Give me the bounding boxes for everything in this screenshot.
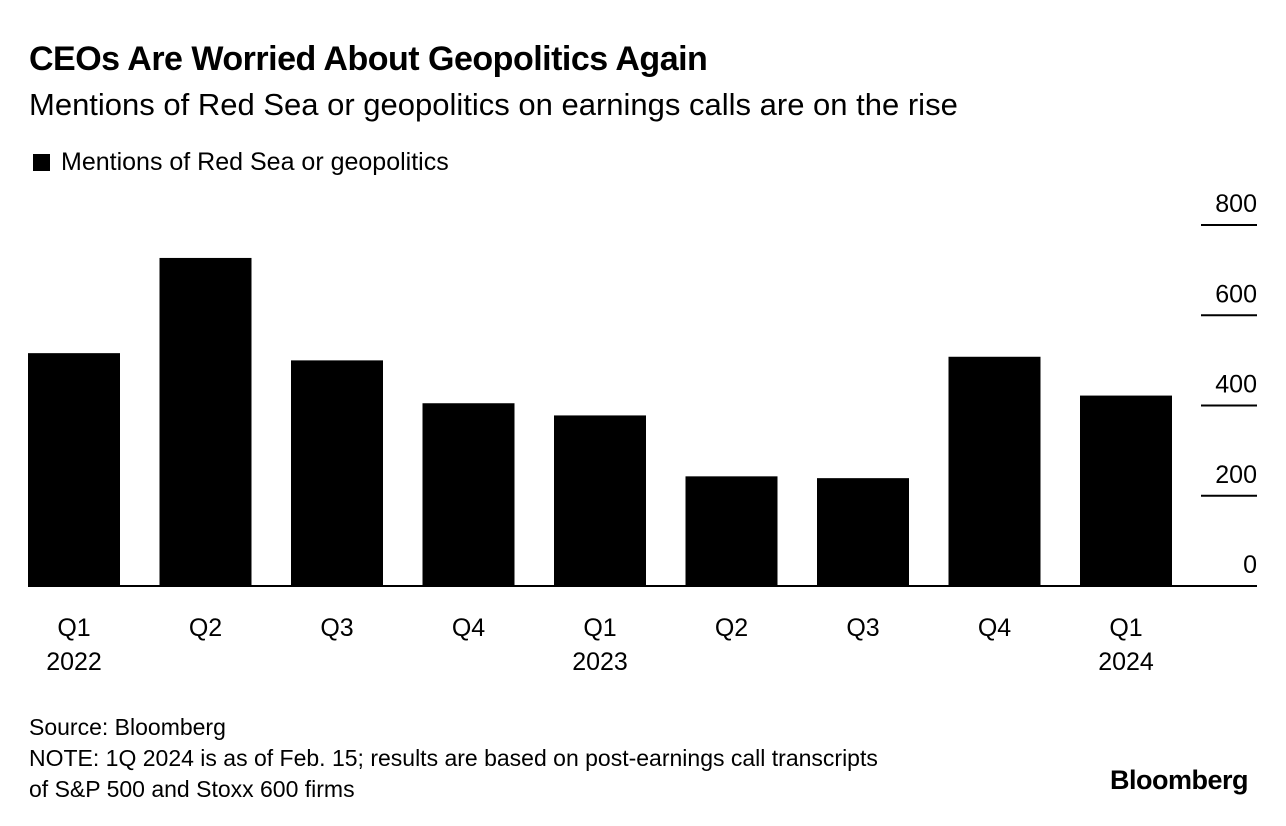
legend: Mentions of Red Sea or geopolitics bbox=[33, 148, 449, 177]
x-axis: Q1 2022 Q2 Q3 Q4 Q1 2023 Q2 Q3 Q4 Q1 2024 bbox=[28, 585, 1257, 676]
y-tick-label-600: 600 bbox=[1215, 280, 1257, 308]
bar-2 bbox=[159, 257, 252, 586]
note-line-2: of S&P 500 and Stoxx 600 firms bbox=[29, 776, 355, 802]
footer: Source: Bloomberg NOTE: 1Q 2024 is as of… bbox=[29, 712, 878, 805]
y-tick-label-400: 400 bbox=[1215, 371, 1257, 399]
x-tick-label-9: Q1 bbox=[1109, 614, 1142, 642]
bloomberg-logo: Bloomberg bbox=[1109, 765, 1249, 795]
x-tick-label-4: Q4 bbox=[452, 614, 485, 642]
bar-8 bbox=[948, 356, 1041, 586]
x-tick-label-1: Q1 bbox=[57, 614, 90, 642]
bar-9 bbox=[1080, 395, 1172, 586]
y-tick-label-0: 0 bbox=[1243, 551, 1257, 579]
bar-5 bbox=[554, 415, 646, 586]
x-year-label-2024: 2024 bbox=[1098, 648, 1154, 676]
x-tick-label-8: Q4 bbox=[978, 614, 1011, 642]
bar-3 bbox=[291, 360, 383, 586]
x-tick-label-3: Q3 bbox=[320, 614, 353, 642]
x-year-label-2022: 2022 bbox=[46, 648, 102, 676]
bar-6 bbox=[685, 476, 778, 586]
y-axis: 0 200 400 600 800 bbox=[1201, 190, 1257, 579]
bar-7 bbox=[817, 478, 909, 586]
x-tick-label-7: Q3 bbox=[846, 614, 879, 642]
y-tick-label-200: 200 bbox=[1215, 461, 1257, 489]
bar-1 bbox=[28, 353, 120, 586]
x-tick-label-5: Q1 bbox=[583, 614, 616, 642]
x-tick-label-2: Q2 bbox=[189, 614, 222, 642]
note-line-1: NOTE: 1Q 2024 is as of Feb. 15; results … bbox=[29, 745, 878, 771]
bars-group bbox=[28, 257, 1172, 586]
source-text: Source: Bloomberg bbox=[29, 714, 226, 740]
x-year-label-2023: 2023 bbox=[572, 648, 628, 676]
legend-label: Mentions of Red Sea or geopolitics bbox=[61, 148, 449, 176]
chart-subtitle: Mentions of Red Sea or geopolitics on ea… bbox=[29, 87, 958, 122]
y-tick-label-800: 800 bbox=[1215, 190, 1257, 218]
chart-title: CEOs Are Worried About Geopolitics Again bbox=[29, 40, 708, 78]
bar-4 bbox=[422, 403, 515, 586]
legend-swatch bbox=[33, 154, 50, 171]
x-tick-label-6: Q2 bbox=[715, 614, 748, 642]
